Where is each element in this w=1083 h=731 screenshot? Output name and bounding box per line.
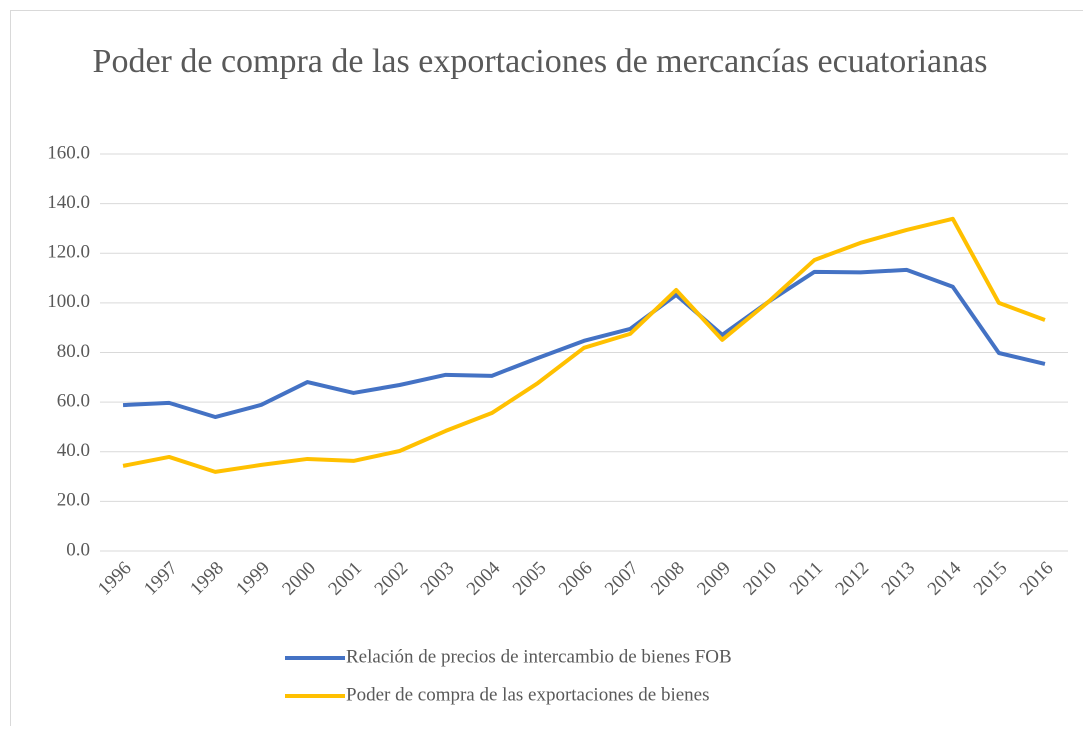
x-tick-label: 2004 (463, 557, 505, 599)
x-tick-label: 2016 (1016, 558, 1058, 600)
x-tick-label: 2014 (924, 557, 966, 599)
x-tick-label: 2006 (555, 558, 597, 600)
x-tick-label: 2012 (831, 558, 873, 600)
chart-title: Poder de compra de las exportaciones de … (90, 40, 990, 84)
series-line (123, 270, 1045, 417)
x-tick-label: 2001 (324, 558, 366, 600)
x-tick-label: 2008 (647, 558, 689, 600)
x-tick-label: 2015 (970, 558, 1012, 600)
y-tick-label: 100.0 (47, 291, 90, 312)
x-tick-label: 2011 (786, 558, 827, 599)
chart-border (11, 11, 1083, 727)
y-tick-label: 80.0 (57, 341, 90, 362)
x-tick-label: 1998 (186, 558, 228, 600)
x-tick-label: 2010 (739, 558, 781, 600)
y-tick-label: 20.0 (57, 490, 90, 511)
x-tick-label: 2003 (417, 558, 459, 600)
x-tick-label: 1996 (94, 558, 136, 600)
y-tick-label: 0.0 (66, 539, 90, 560)
y-tick-label: 120.0 (47, 242, 90, 263)
x-tick-label: 2002 (371, 558, 413, 600)
x-tick-label: 2007 (601, 558, 643, 600)
x-tick-label: 2005 (509, 558, 551, 600)
y-tick-label: 40.0 (57, 440, 90, 461)
x-tick-label: 1997 (140, 558, 182, 600)
y-tick-label: 140.0 (47, 192, 90, 213)
series-line (123, 219, 1045, 472)
legend-label: Poder de compra de las exportaciones de … (346, 684, 710, 705)
x-tick-label: 2000 (278, 558, 320, 600)
y-tick-label: 60.0 (57, 390, 90, 411)
x-tick-label: 1999 (232, 558, 274, 600)
x-tick-label: 2013 (878, 558, 920, 600)
x-tick-label: 2009 (693, 558, 735, 600)
y-tick-label: 160.0 (47, 142, 90, 163)
legend-label: Relación de precios de intercambio de bi… (346, 646, 732, 667)
